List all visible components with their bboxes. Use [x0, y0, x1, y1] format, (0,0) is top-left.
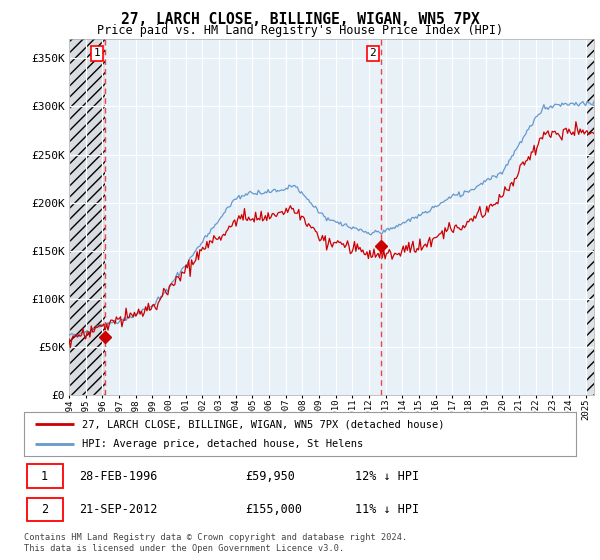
Text: 1: 1 [41, 469, 48, 483]
Text: 27, LARCH CLOSE, BILLINGE, WIGAN, WN5 7PX: 27, LARCH CLOSE, BILLINGE, WIGAN, WN5 7P… [121, 12, 479, 27]
FancyBboxPatch shape [27, 498, 62, 521]
Text: 2: 2 [369, 48, 376, 58]
Text: 12% ↓ HPI: 12% ↓ HPI [355, 469, 419, 483]
Text: HPI: Average price, detached house, St Helens: HPI: Average price, detached house, St H… [82, 439, 363, 449]
Text: £155,000: £155,000 [245, 503, 302, 516]
Text: 11% ↓ HPI: 11% ↓ HPI [355, 503, 419, 516]
Text: 27, LARCH CLOSE, BILLINGE, WIGAN, WN5 7PX (detached house): 27, LARCH CLOSE, BILLINGE, WIGAN, WN5 7P… [82, 419, 445, 429]
Text: Contains HM Land Registry data © Crown copyright and database right 2024.
This d: Contains HM Land Registry data © Crown c… [24, 533, 407, 553]
Text: 2: 2 [41, 503, 48, 516]
Text: £59,950: £59,950 [245, 469, 295, 483]
Text: 28-FEB-1996: 28-FEB-1996 [79, 469, 158, 483]
Bar [586, 39, 594, 395]
Text: Price paid vs. HM Land Registry's House Price Index (HPI): Price paid vs. HM Land Registry's House … [97, 24, 503, 36]
Text: 1: 1 [93, 48, 100, 58]
Text: 21-SEP-2012: 21-SEP-2012 [79, 503, 158, 516]
Bar [69, 39, 105, 395]
FancyBboxPatch shape [27, 464, 62, 488]
